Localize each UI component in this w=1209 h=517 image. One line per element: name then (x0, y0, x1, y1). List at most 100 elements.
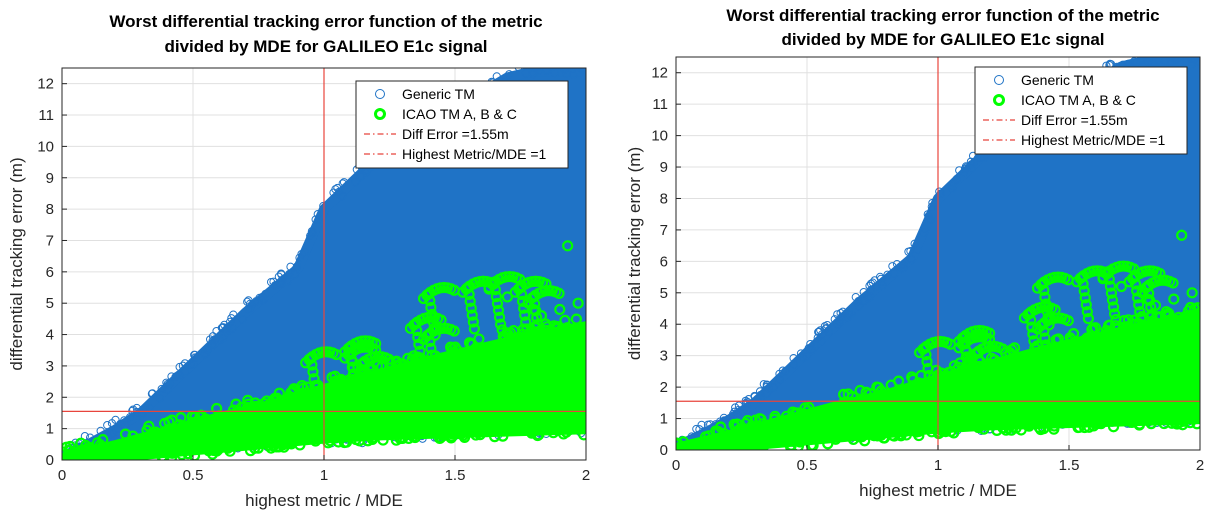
icao-tm-point (685, 448, 694, 450)
generic-tm-point (1163, 57, 1173, 61)
icao-tm-point (1010, 422, 1022, 434)
icao-tm-point (123, 451, 135, 460)
icao-tm-point (344, 341, 356, 353)
y-tick-label: 9 (660, 159, 668, 176)
icao-tm-point (244, 445, 257, 457)
icao-tm-point (465, 302, 477, 314)
generic-tm-point (966, 157, 975, 166)
generic-tm-point (866, 292, 875, 301)
icao-tm-point (416, 359, 428, 371)
generic-tm-point (898, 261, 907, 270)
generic-tm-point (162, 378, 171, 387)
generic-tm-point (1164, 57, 1169, 58)
x-tick-label: 1.5 (1059, 457, 1080, 474)
legend-label: Highest Metric/MDE =1 (402, 146, 547, 162)
icao-tm-point (1105, 287, 1118, 299)
icao-tm-point (1184, 301, 1197, 314)
icao-tm-point (972, 353, 984, 366)
generic-tm-point (356, 172, 365, 181)
generic-tm-point (155, 394, 164, 403)
generic-tm-point (769, 383, 778, 392)
y-tick-label: 7 (46, 232, 54, 249)
icao-tm-point (383, 353, 395, 365)
icao-tm-point (1148, 322, 1160, 334)
icao-tm-point (258, 397, 270, 410)
icao-tm-point (494, 318, 507, 330)
icao-tm-point (411, 324, 423, 337)
generic-tm-point (562, 69, 571, 78)
x-tick-label: 2 (1196, 457, 1204, 474)
icao-tm-point (973, 360, 985, 372)
icao-tm-point (562, 240, 574, 252)
icao-tm-point (769, 413, 781, 425)
icao-tm-point (561, 322, 573, 334)
icao-tm-point (182, 448, 194, 460)
generic-tm-point (252, 297, 261, 306)
icao-tm-point (961, 351, 973, 364)
chart-title: Worst differential tracking error functi… (109, 12, 542, 31)
generic-tm-point (960, 164, 970, 173)
y-tick-label: 12 (651, 65, 668, 82)
icao-tm-point (1023, 420, 1035, 432)
generic-tm-point (924, 215, 933, 225)
y-tick-label: 5 (660, 285, 668, 302)
generic-tm-point (919, 228, 928, 237)
icao-tm-point (119, 428, 132, 440)
generic-tm-point (962, 163, 971, 172)
icao-tm-point (173, 419, 186, 431)
icao-tm-point (707, 445, 719, 450)
icao-tm-point (410, 317, 422, 330)
generic-tm-point (789, 360, 798, 369)
x-tick-label: 1 (934, 457, 942, 474)
icao-tm-point (483, 283, 495, 295)
generic-tm-point (789, 353, 798, 363)
icao-tm-point (729, 421, 742, 433)
icao-tm-point (464, 295, 476, 307)
icao-tm-point (424, 295, 436, 307)
icao-tm-point (493, 311, 506, 323)
icao-tm-point (921, 356, 933, 368)
x-axis-label: highest metric / MDE (859, 481, 1017, 500)
icao-tm-point (712, 445, 723, 450)
generic-tm-point (313, 210, 322, 219)
icao-tm-point (186, 417, 198, 429)
icao-tm-point (445, 341, 457, 353)
icao-tm-point (1029, 342, 1041, 354)
generic-tm-point (165, 379, 175, 388)
icao-tm-point (1040, 298, 1052, 310)
icao-tm-point (490, 291, 502, 303)
generic-tm-point (715, 417, 725, 426)
icao-tm-point (923, 369, 935, 382)
generic-tm-point (936, 189, 945, 198)
icao-tm-point (1080, 299, 1092, 311)
generic-tm-point (835, 317, 844, 326)
icao-tm-point (527, 303, 540, 316)
legend-label: ICAO TM A, B & C (402, 106, 517, 122)
generic-tm-point (138, 409, 147, 418)
icao-tm-point (91, 437, 104, 449)
icao-tm-point (737, 444, 749, 450)
generic-tm-point (899, 263, 908, 272)
generic-tm-point (817, 337, 826, 346)
y-tick-label: 8 (660, 190, 668, 207)
icao-tm-point (872, 381, 884, 394)
icao-tm-point (547, 427, 560, 439)
icao-tm-point (1064, 332, 1076, 344)
icao-tm-point (913, 377, 925, 389)
icao-tm-point (349, 376, 362, 388)
generic-tm-point (337, 192, 346, 201)
icao-tm-point (1077, 278, 1089, 290)
generic-tm-point (1165, 57, 1174, 61)
generic-tm-point (274, 272, 283, 281)
icao-tm-point (757, 418, 769, 430)
generic-tm-point (202, 349, 211, 358)
icao-tm-point (519, 309, 531, 321)
icao-tm-point (924, 376, 936, 389)
generic-tm-point (225, 317, 235, 326)
icao-tm-point (830, 433, 842, 445)
legend-marker-generic-tm (994, 75, 1004, 85)
icao-tm-point (1128, 318, 1140, 330)
generic-tm-point (888, 262, 897, 271)
icao-tm-point (943, 366, 955, 379)
icao-tm-point (307, 366, 319, 378)
